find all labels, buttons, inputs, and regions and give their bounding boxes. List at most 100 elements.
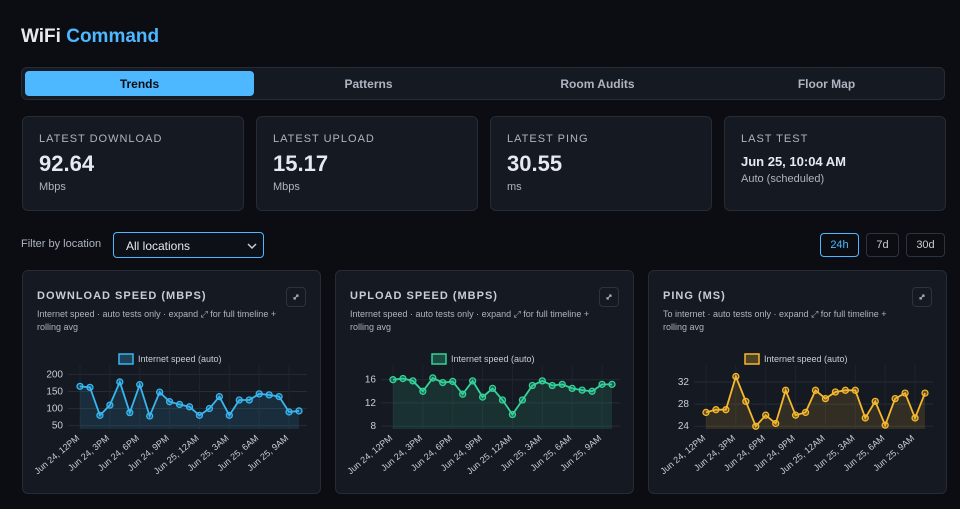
- line: [705, 373, 926, 428]
- point: [518, 396, 527, 404]
- point: [86, 383, 94, 392]
- legend-label: Internet speed (auto): [451, 354, 535, 364]
- point: [578, 386, 586, 394]
- stat-unit: Mbps: [39, 181, 66, 193]
- stat-card: LATEST UPLOAD 15.17 Mbps: [256, 116, 478, 211]
- point: [791, 411, 800, 419]
- point: [548, 381, 556, 390]
- chart-subtitle: Internet speed · auto tests only · expan…: [37, 309, 277, 332]
- point: [762, 411, 770, 419]
- point: [841, 386, 850, 394]
- stat-label: LATEST PING: [507, 133, 589, 145]
- expand-button[interactable]: [912, 287, 932, 307]
- stat-unit: Auto (scheduled): [741, 173, 825, 185]
- stat-value: 15.17: [273, 151, 329, 176]
- point: [255, 390, 263, 398]
- expand-button[interactable]: [286, 287, 306, 307]
- point: [538, 377, 546, 385]
- point: [215, 392, 224, 401]
- point: [195, 411, 204, 420]
- y-tick-label: 32: [678, 377, 690, 388]
- y-tick-label: 200: [46, 369, 63, 380]
- stat-card: LATEST DOWNLOAD 92.64 Mbps: [22, 116, 244, 211]
- tab[interactable]: Floor Map: [797, 76, 856, 91]
- point: [116, 378, 124, 386]
- point: [96, 411, 104, 420]
- y-tick-label: 100: [46, 404, 63, 415]
- point: [871, 397, 879, 406]
- stat-value: Jun 25, 10:04 AM: [741, 154, 847, 169]
- chart-title: PING (MS): [663, 290, 726, 302]
- expand-button[interactable]: [599, 287, 619, 307]
- range-button[interactable]: 30d: [906, 233, 945, 257]
- point: [772, 419, 780, 428]
- point: [702, 408, 710, 417]
- point: [126, 408, 134, 417]
- y-tick-label: 12: [365, 398, 377, 409]
- stat-card: LAST TEST Jun 25, 10:04 AM Auto (scheduled…: [724, 116, 946, 211]
- point: [821, 394, 830, 403]
- stat-label: LAST TEST: [741, 133, 809, 145]
- point: [439, 378, 447, 387]
- point: [155, 388, 164, 396]
- point: [891, 394, 899, 403]
- point: [106, 401, 114, 409]
- chart-card: DOWNLOAD SPEED (MBPS) Internet speed · au…: [22, 270, 321, 494]
- point: [811, 386, 820, 394]
- point: [752, 422, 760, 430]
- point: [911, 414, 919, 422]
- point: [409, 377, 417, 385]
- legend-swatch: [744, 353, 760, 365]
- point: [205, 404, 214, 413]
- tab[interactable]: Room Audits: [560, 76, 635, 91]
- point: [881, 421, 889, 429]
- point: [399, 374, 407, 383]
- legend-label: Internet speed (auto): [138, 354, 222, 364]
- point: [488, 384, 497, 393]
- point: [831, 388, 840, 396]
- location-select[interactable]: All locations: [113, 232, 264, 258]
- point: [165, 398, 174, 406]
- stat-card: LATEST PING 30.55 ms: [490, 116, 712, 211]
- chart-title: UPLOAD SPEED (MBPS): [350, 290, 498, 302]
- point: [588, 387, 596, 395]
- expand-icon: [606, 294, 612, 300]
- range-button[interactable]: 7d: [866, 233, 899, 257]
- legend-swatch: [118, 353, 134, 365]
- point: [76, 382, 84, 391]
- range-button[interactable]: 24h: [820, 233, 859, 257]
- point: [468, 377, 477, 385]
- chart-title: DOWNLOAD SPEED (MBPS): [37, 290, 207, 302]
- stat-value: 92.64: [39, 151, 95, 176]
- area: [706, 376, 925, 429]
- point: [558, 380, 566, 388]
- point: [419, 387, 427, 395]
- point: [429, 374, 437, 382]
- stat-unit: ms: [507, 181, 522, 193]
- point: [136, 380, 144, 389]
- point: [175, 400, 184, 409]
- tab[interactable]: Patterns: [344, 76, 393, 91]
- point: [598, 380, 606, 388]
- select-value: All locations: [126, 239, 191, 253]
- stat-unit: Mbps: [273, 181, 300, 193]
- y-tick-label: 16: [365, 375, 377, 386]
- chart-card: PING (MS) To internet · auto tests only ·…: [648, 270, 947, 494]
- chart-card: UPLOAD SPEED (MBPS) Internet speed · auto…: [335, 270, 634, 494]
- point: [235, 396, 243, 404]
- point: [742, 397, 750, 406]
- point: [265, 391, 273, 399]
- chart-subtitle: Internet speed · auto tests only · expan…: [350, 309, 590, 332]
- point: [285, 408, 293, 416]
- legend-swatch: [431, 353, 447, 365]
- tab[interactable]: Trends: [25, 71, 254, 96]
- point: [568, 384, 576, 393]
- point: [508, 410, 517, 419]
- legend-label: Internet speed (auto): [764, 354, 848, 364]
- point: [851, 386, 859, 394]
- point: [528, 381, 537, 390]
- stat-label: LATEST UPLOAD: [273, 133, 375, 145]
- stat-label: LATEST DOWNLOAD: [39, 133, 163, 145]
